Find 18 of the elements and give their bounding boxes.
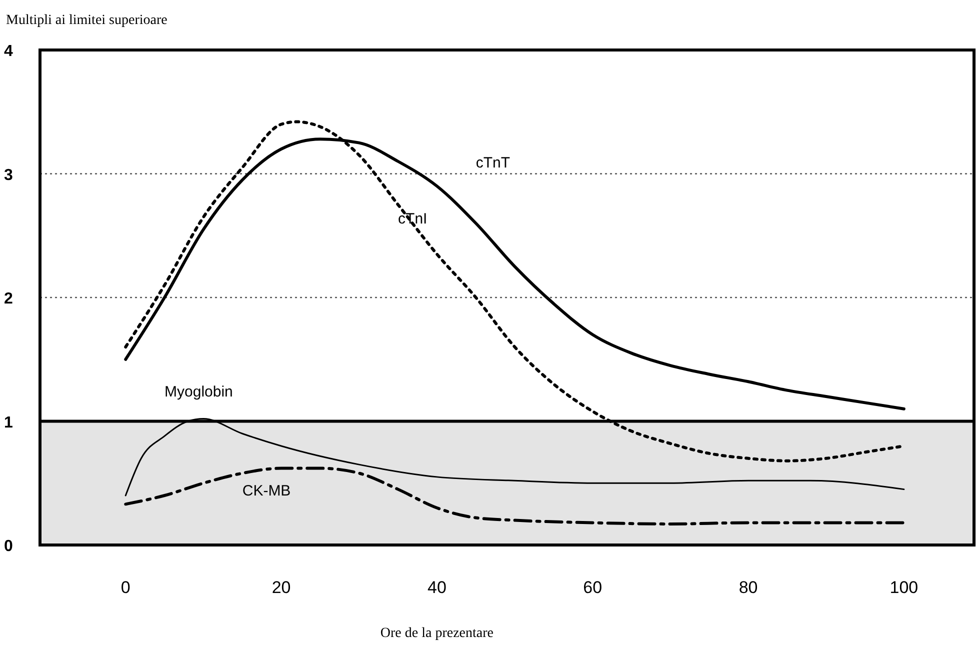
x-tick-label: 0 bbox=[120, 578, 130, 597]
y-tick-label: 0 bbox=[4, 538, 13, 555]
series-label: Myoglobin bbox=[164, 384, 233, 400]
x-axis-title: Ore de la prezentare bbox=[380, 626, 494, 641]
x-tick-label: 100 bbox=[890, 578, 918, 597]
y-tick-label: 3 bbox=[4, 166, 13, 184]
x-tick-label: 80 bbox=[738, 578, 758, 597]
series-label: CK-MB bbox=[242, 482, 291, 500]
series-label: cTnI bbox=[398, 210, 428, 228]
line-series bbox=[124, 466, 906, 526]
x-tick-label: 20 bbox=[272, 578, 291, 597]
chart-title: Multipli ai limitei superioare bbox=[6, 13, 168, 28]
x-tick-label: 40 bbox=[427, 578, 446, 597]
x-tick-label: 60 bbox=[583, 578, 602, 597]
text: cTnT bbox=[476, 154, 510, 172]
y-tick-label: 1 bbox=[4, 414, 13, 432]
y-tick-label: 4 bbox=[4, 43, 13, 60]
y-tick-label: 2 bbox=[4, 290, 13, 308]
